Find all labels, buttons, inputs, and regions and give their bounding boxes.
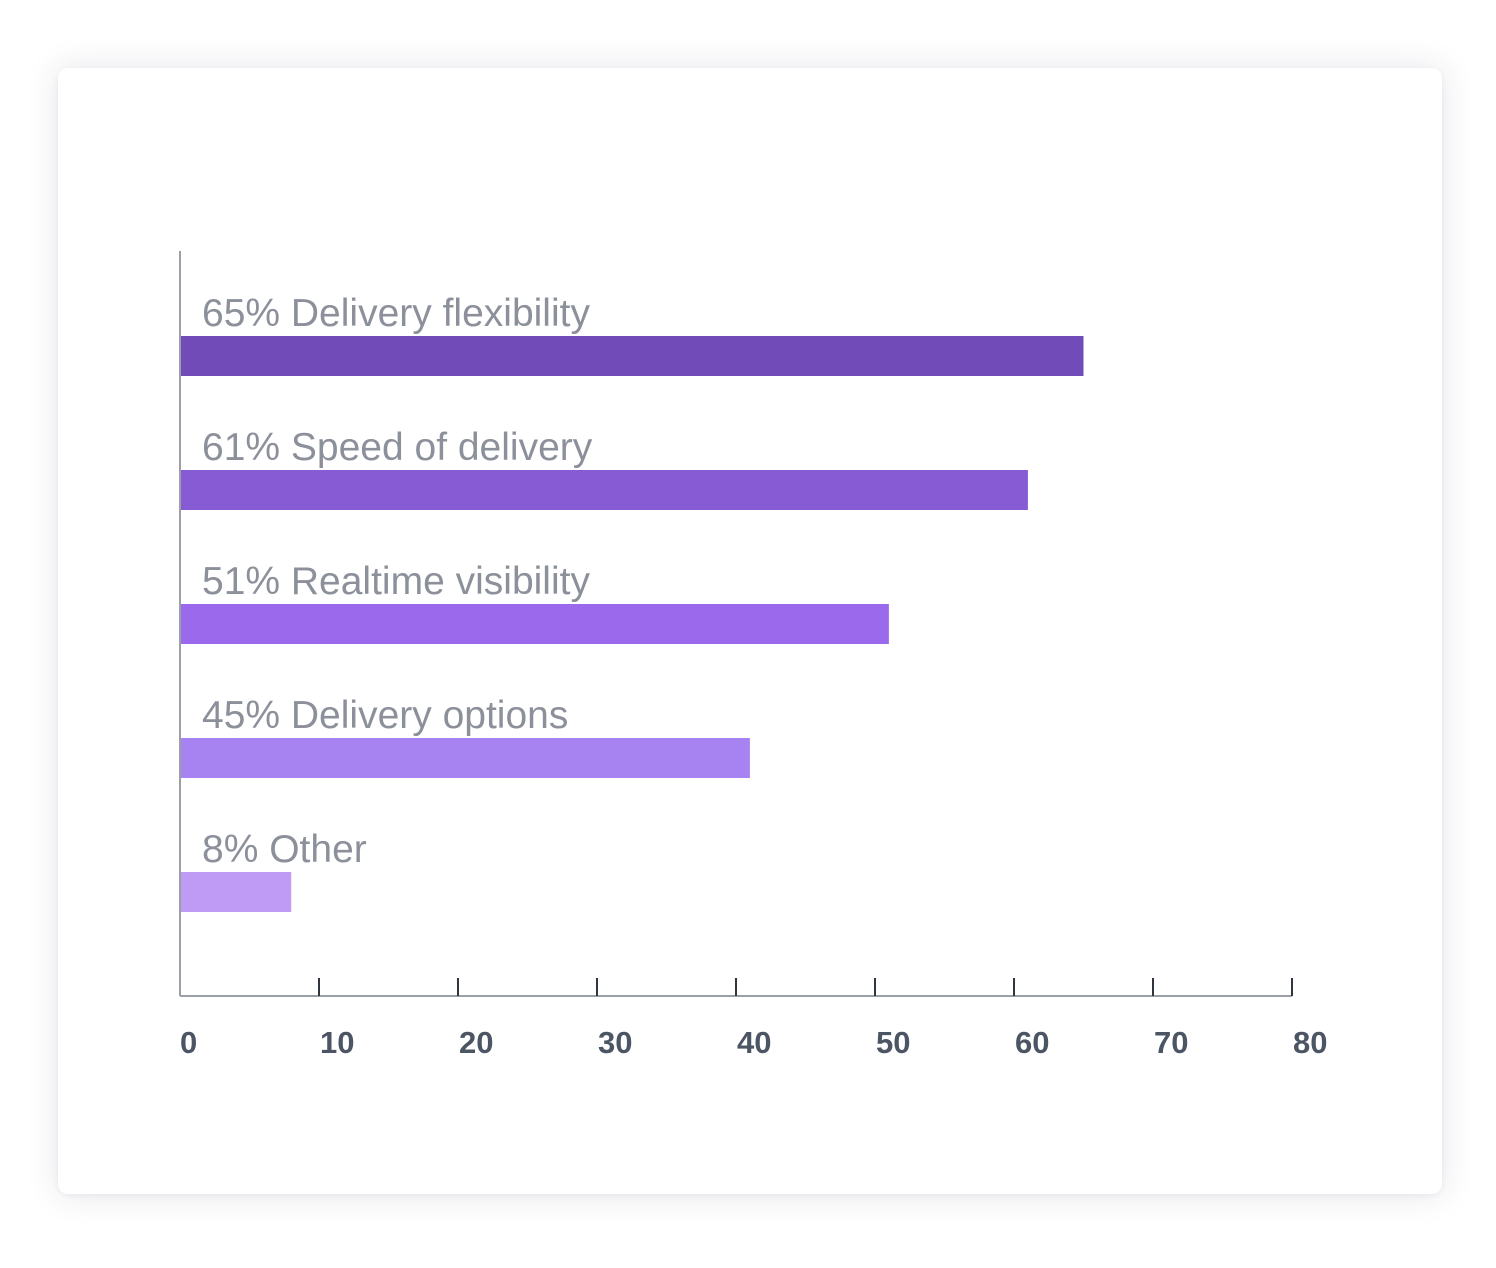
x-tick-label: 40 (737, 1025, 771, 1060)
bar-delivery-options (180, 738, 750, 778)
bar-label: 65% Delivery flexibility (202, 292, 590, 335)
bar-label-group: 65% Delivery flexibility 61% Speed of del… (202, 292, 593, 871)
bar-label: 8% Other (202, 828, 367, 871)
bar-label: 45% Delivery options (202, 694, 568, 737)
x-tick-label: 30 (598, 1025, 632, 1060)
bar-speed-of-delivery (180, 470, 1028, 510)
bar-group (180, 336, 1084, 912)
x-tick-label: 80 (1293, 1025, 1327, 1060)
bar-label: 61% Speed of delivery (202, 426, 593, 469)
x-tick-label: 60 (1015, 1025, 1049, 1060)
bar-other (180, 872, 292, 912)
x-tick-label: 20 (459, 1025, 493, 1060)
bar-realtime-visibility (180, 604, 889, 644)
x-tick-label-group: 0 10 20 30 40 50 60 70 80 (180, 1025, 1327, 1060)
x-tick-label: 50 (876, 1025, 910, 1060)
x-tick-label: 0 (180, 1025, 197, 1060)
bar-delivery-flexibility (180, 336, 1084, 376)
x-tick-label: 70 (1154, 1025, 1188, 1060)
x-tick-group (318, 978, 1293, 996)
bar-label: 51% Realtime visibility (202, 560, 590, 603)
x-tick-label: 10 (320, 1025, 354, 1060)
